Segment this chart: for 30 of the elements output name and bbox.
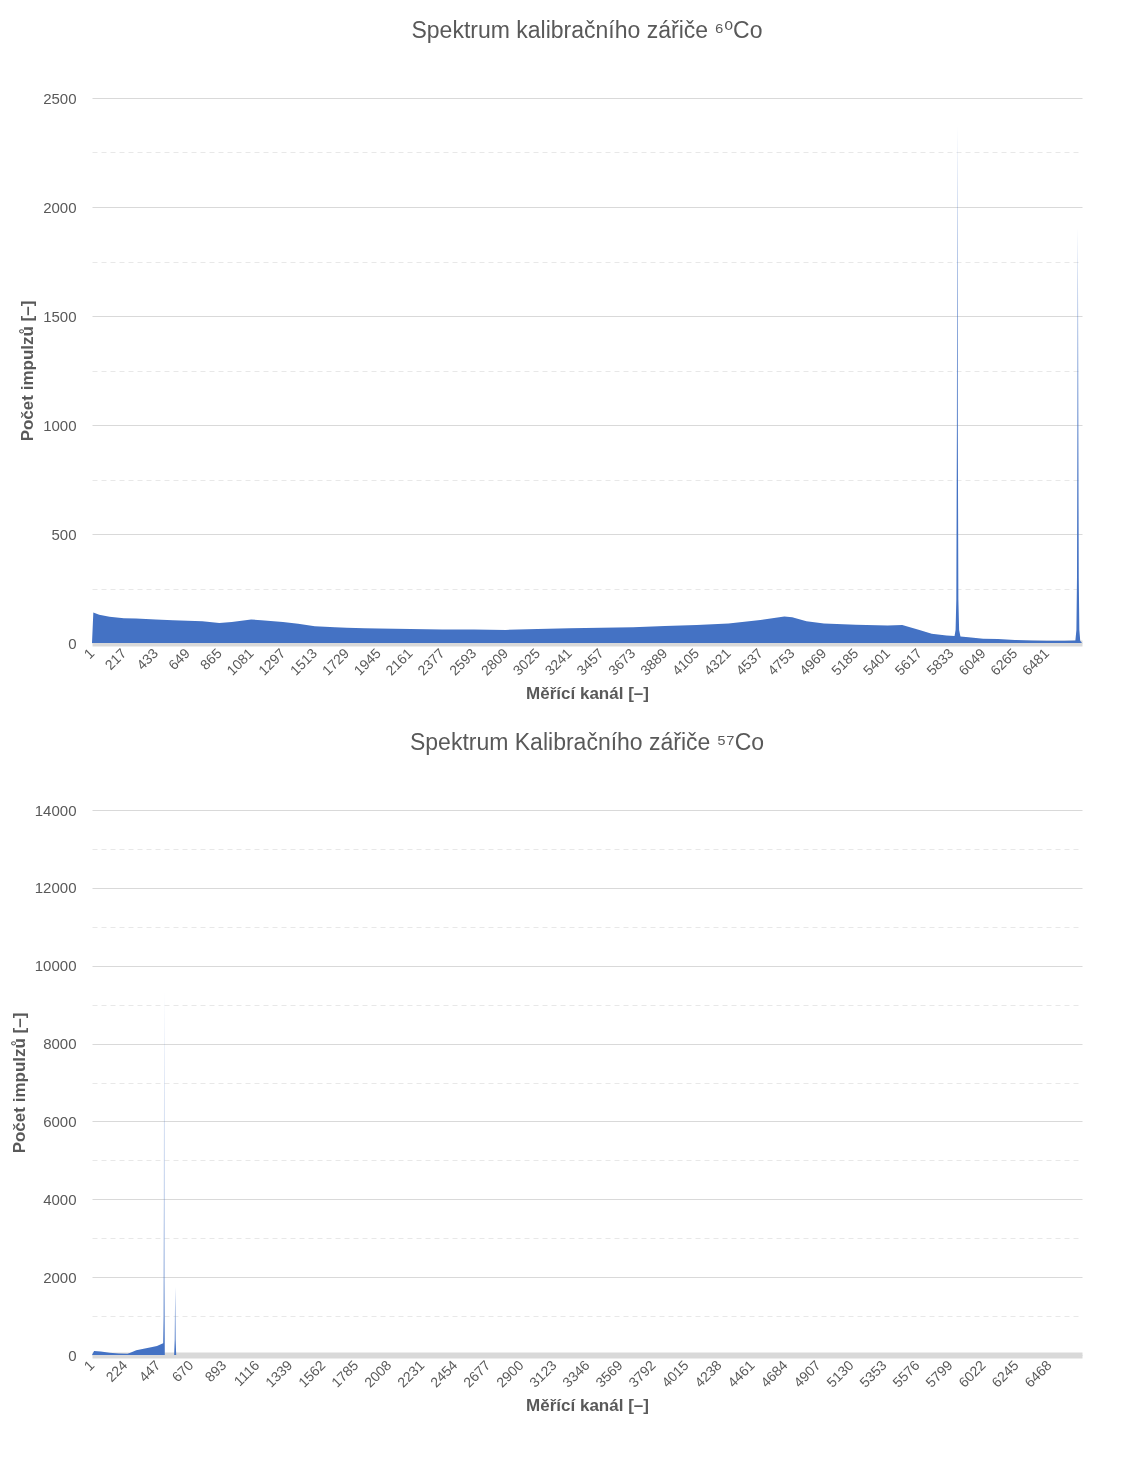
y-tick-label: 10000 xyxy=(34,957,77,975)
y-tick-label: 2000 xyxy=(43,1268,77,1286)
y-axis-title: Počet impulzů [–] xyxy=(18,300,38,442)
y-tick-label: 6000 xyxy=(43,1112,77,1130)
y-tick-label: 8000 xyxy=(43,1035,77,1053)
y-tick-label: 0 xyxy=(68,634,77,652)
y-tick-label: 1500 xyxy=(43,307,77,325)
x-tick-label: 217 xyxy=(101,644,130,673)
x-tick-label: 1 xyxy=(80,1356,98,1374)
x-axis-title: Měřící kanál [–] xyxy=(526,1396,649,1416)
x-tick-label: 670 xyxy=(168,1356,197,1385)
y-tick-label: 14000 xyxy=(34,801,77,819)
y-tick-label: 1000 xyxy=(43,416,77,434)
chart-title: Spektrum kalibračního zářiče ⁶⁰Co xyxy=(411,17,763,43)
x-axis-title: Měřící kanál [–] xyxy=(526,684,649,704)
y-tick-label: 2000 xyxy=(43,198,77,216)
y-tick-label: 0 xyxy=(68,1346,77,1364)
x-tick-label: 1 xyxy=(80,644,98,662)
y-tick-label: 4000 xyxy=(43,1190,77,1208)
x-tick-label: 433 xyxy=(133,644,162,673)
y-tick-label: 500 xyxy=(51,525,77,543)
x-tick-label: 224 xyxy=(102,1356,131,1385)
y-tick-label: 12000 xyxy=(34,879,77,897)
chart-title: Spektrum Kalibračního zářiče ⁵⁷Co xyxy=(409,729,765,755)
x-tick-label: 865 xyxy=(196,644,225,673)
y-axis-title: Počet impulzů [–] xyxy=(9,1012,29,1154)
y-tick-label: 2500 xyxy=(43,89,77,107)
x-tick-label: 649 xyxy=(165,644,194,673)
x-tick-label: 447 xyxy=(135,1356,164,1385)
x-tick-label: 893 xyxy=(201,1356,230,1385)
